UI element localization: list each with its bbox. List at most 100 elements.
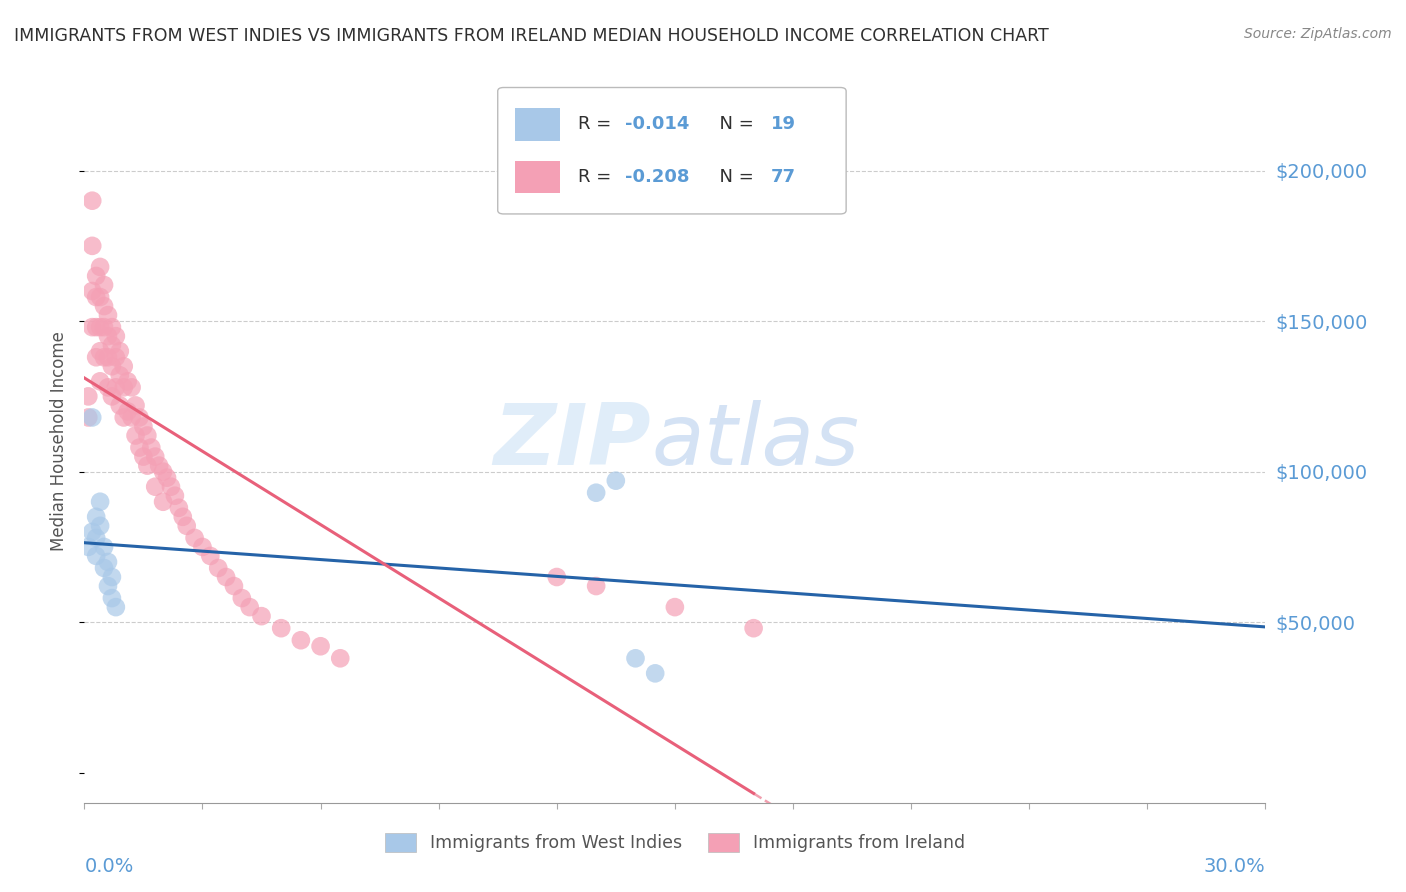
Text: 30.0%: 30.0% xyxy=(1204,857,1265,876)
Point xyxy=(585,485,607,500)
Point xyxy=(97,308,120,322)
Point xyxy=(82,410,104,425)
Legend: Immigrants from West Indies, Immigrants from Ireland: Immigrants from West Indies, Immigrants … xyxy=(378,826,972,859)
Point xyxy=(128,410,150,425)
Point xyxy=(82,239,104,253)
Point xyxy=(200,549,222,563)
Point xyxy=(84,531,107,545)
Point xyxy=(97,329,120,343)
Point xyxy=(101,359,124,374)
Text: 19: 19 xyxy=(770,115,796,134)
Point xyxy=(84,268,107,283)
Point xyxy=(93,320,115,334)
Point xyxy=(128,441,150,455)
Point xyxy=(152,494,174,508)
Point xyxy=(742,621,765,635)
Point xyxy=(132,450,155,464)
Point xyxy=(163,489,186,503)
Point xyxy=(89,290,111,304)
Point xyxy=(290,633,312,648)
Point xyxy=(82,194,104,208)
Point xyxy=(104,350,127,364)
Point xyxy=(89,320,111,334)
Point xyxy=(309,639,332,653)
Point xyxy=(546,570,568,584)
Point xyxy=(215,570,238,584)
Point xyxy=(239,600,262,615)
Point xyxy=(112,410,135,425)
Point xyxy=(84,320,107,334)
Text: ZIP: ZIP xyxy=(494,400,651,483)
Text: IMMIGRANTS FROM WEST INDIES VS IMMIGRANTS FROM IRELAND MEDIAN HOUSEHOLD INCOME C: IMMIGRANTS FROM WEST INDIES VS IMMIGRANT… xyxy=(14,27,1049,45)
Point xyxy=(101,320,124,334)
Text: -0.208: -0.208 xyxy=(626,168,690,186)
Point xyxy=(108,398,131,412)
Text: N =: N = xyxy=(709,168,759,186)
Point xyxy=(270,621,292,635)
Y-axis label: Median Household Income: Median Household Income xyxy=(51,332,69,551)
Text: -0.014: -0.014 xyxy=(626,115,690,134)
Point xyxy=(84,549,107,563)
Point xyxy=(143,450,166,464)
Point xyxy=(222,579,245,593)
Point xyxy=(93,540,115,554)
Point xyxy=(84,350,107,364)
Point xyxy=(77,540,100,554)
Point xyxy=(82,524,104,539)
Point xyxy=(624,651,647,665)
Point xyxy=(89,260,111,274)
Point xyxy=(84,509,107,524)
Point xyxy=(104,600,127,615)
Point xyxy=(121,380,143,394)
Text: Source: ZipAtlas.com: Source: ZipAtlas.com xyxy=(1244,27,1392,41)
Point xyxy=(329,651,352,665)
Point xyxy=(97,350,120,364)
Point xyxy=(124,398,146,412)
Point xyxy=(97,579,120,593)
Point xyxy=(93,350,115,364)
Point xyxy=(156,470,179,484)
Point xyxy=(104,329,127,343)
Point xyxy=(664,600,686,615)
Point xyxy=(143,480,166,494)
Point xyxy=(117,374,139,388)
Point xyxy=(112,380,135,394)
Point xyxy=(172,509,194,524)
Point xyxy=(176,518,198,533)
Point xyxy=(108,344,131,359)
Point xyxy=(231,591,253,606)
Point xyxy=(121,410,143,425)
Point xyxy=(132,419,155,434)
Point xyxy=(160,480,183,494)
Text: R =: R = xyxy=(578,168,617,186)
Point xyxy=(101,591,124,606)
Point xyxy=(148,458,170,473)
Point xyxy=(93,299,115,313)
Point xyxy=(77,410,100,425)
Point xyxy=(191,540,214,554)
Point xyxy=(104,380,127,394)
Point xyxy=(89,374,111,388)
Point xyxy=(93,561,115,575)
Point xyxy=(89,518,111,533)
Point xyxy=(117,404,139,418)
Point xyxy=(152,465,174,479)
Point xyxy=(108,368,131,383)
Point xyxy=(77,389,100,403)
Point xyxy=(97,380,120,394)
Point xyxy=(136,428,159,442)
Text: 77: 77 xyxy=(770,168,796,186)
Text: N =: N = xyxy=(709,115,759,134)
Point xyxy=(101,338,124,352)
Bar xyxy=(516,108,561,141)
Point xyxy=(84,290,107,304)
Text: R =: R = xyxy=(578,115,617,134)
Point xyxy=(605,474,627,488)
Point xyxy=(141,441,163,455)
Point xyxy=(207,561,229,575)
Point xyxy=(183,531,205,545)
FancyBboxPatch shape xyxy=(498,87,846,214)
Text: 0.0%: 0.0% xyxy=(84,857,134,876)
Point xyxy=(89,494,111,508)
Point xyxy=(136,458,159,473)
